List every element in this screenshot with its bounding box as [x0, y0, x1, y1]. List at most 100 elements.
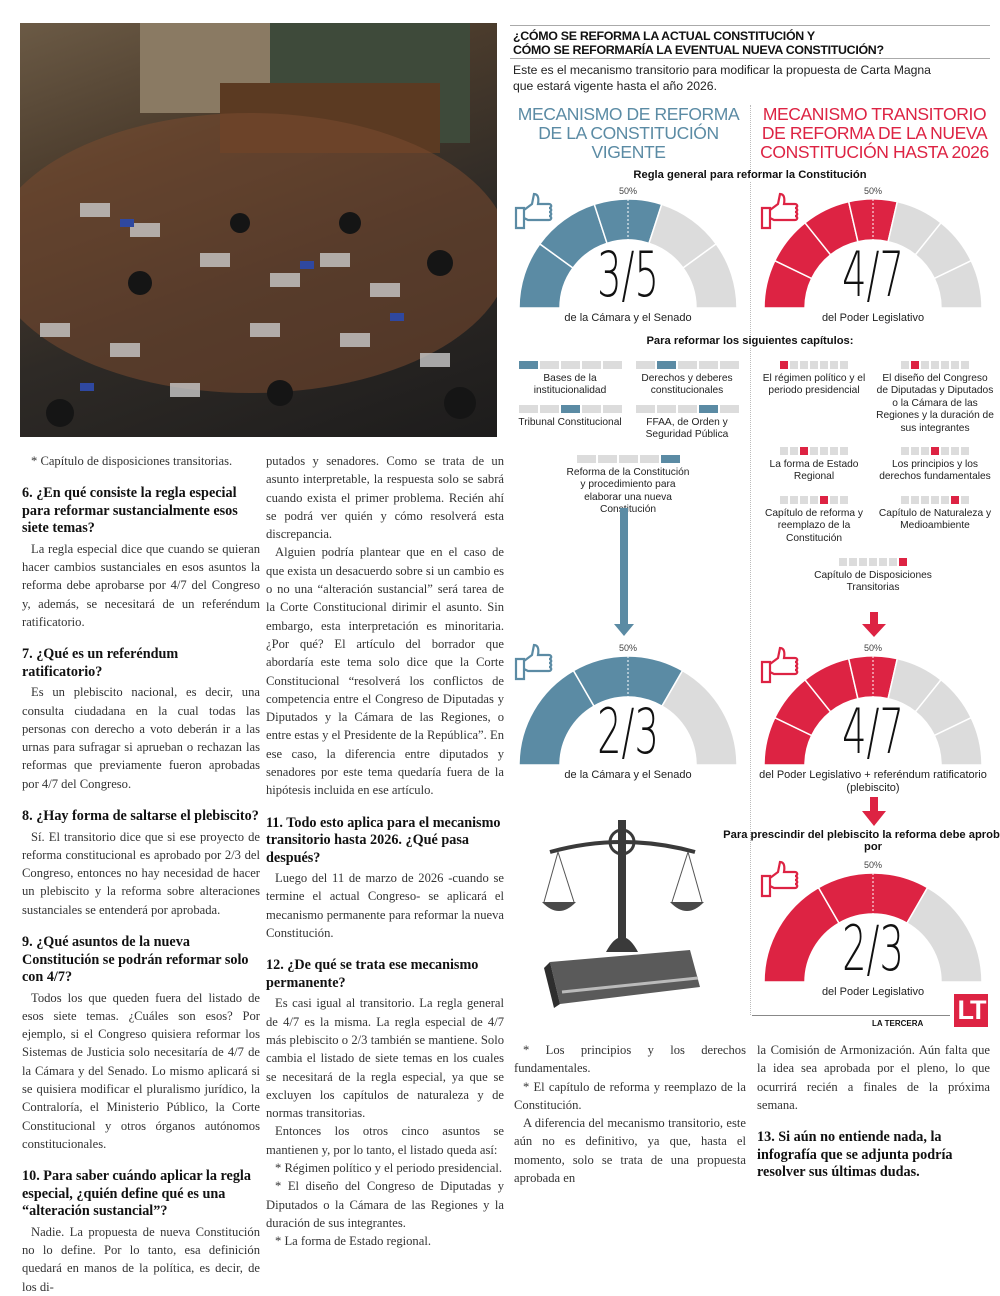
square — [656, 405, 676, 413]
gauge-caption: de la Cámara y el Senado — [564, 312, 692, 324]
paragraph: * Los principios y los derechos fundamen… — [514, 1043, 746, 1076]
gauge-percent-label: 50% — [863, 860, 882, 870]
gauge-fraction: 4/7 — [842, 695, 904, 768]
square — [901, 447, 909, 455]
square — [931, 496, 939, 504]
paragraph: Es un plebiscito nacional, es decir, una… — [22, 685, 260, 791]
square — [719, 361, 739, 369]
chapter-item: Derechos y deberes constitucionales — [632, 361, 742, 398]
chapter-item: Los principios y los derechos fundamenta… — [876, 447, 994, 484]
red-down-arrow-icon — [862, 612, 886, 637]
chapter-position-squares — [755, 447, 873, 455]
chapter-label: El régimen político y el periodo preside… — [762, 373, 866, 397]
square-active — [518, 361, 538, 369]
gauge-percent-label: 50% — [863, 186, 882, 196]
gauge-new-no-plebiscite: 50% 2/3 del Poder Legislativo — [753, 860, 993, 1020]
blue-down-arrow-icon — [614, 508, 634, 636]
chapter-position-squares — [755, 361, 873, 369]
gauge-fraction: 3/5 — [597, 238, 659, 311]
gauge-segment-empty — [933, 259, 983, 309]
chapter-label: Derechos y deberes constitucionales — [641, 373, 733, 397]
square-active — [931, 447, 939, 455]
square — [560, 361, 580, 369]
left-column-heading: MECANISMO DE REFORMA DE LA CONSTITUCIÓN … — [517, 104, 740, 162]
square — [911, 447, 919, 455]
chapter-item: El diseño del Congreso de Diputadas y Di… — [876, 361, 994, 435]
article-column-1: * Capítulo de disposiciones transitorias… — [22, 452, 260, 1296]
square-active — [656, 361, 676, 369]
square-active — [800, 447, 808, 455]
gauge-caption: del Poder Legislativo — [821, 312, 925, 324]
paragraph: Alguien podría plantear que en el caso d… — [266, 545, 504, 798]
chapter-position-squares — [755, 496, 873, 504]
chapter-item: Tribunal Constitucional — [515, 405, 625, 429]
square — [581, 405, 601, 413]
prescindir-label: Para prescindir del plebiscito la reform… — [723, 829, 1000, 853]
red-down-arrow-icon — [862, 797, 886, 826]
paragraph: Luego del 11 de marzo de 2026 -cuando se… — [266, 871, 504, 941]
square — [810, 447, 818, 455]
thumbs-up-icon — [760, 860, 799, 898]
paragraph: Entonces los otros cinco asuntos se mant… — [266, 1124, 504, 1157]
square — [810, 361, 818, 369]
thumbs-up-icon — [760, 646, 799, 684]
title-rule — [510, 58, 990, 59]
article-column-4: la Comisión de Armonización. Aún falta q… — [757, 1041, 990, 1184]
square — [840, 447, 848, 455]
square — [576, 455, 596, 463]
chapter-item: Capítulo de Disposiciones Transitorias — [814, 558, 932, 595]
square — [790, 361, 798, 369]
square — [941, 447, 949, 455]
gauge-segment-empty — [660, 669, 738, 766]
chapter-position-squares — [515, 361, 625, 369]
question-heading: 11. Todo esto aplica para el mecanismo t… — [266, 814, 501, 866]
chapter-label: Los principios y los derechos fundamenta… — [879, 459, 991, 483]
congress-chamber-photo — [20, 23, 497, 437]
gauge-current-general: 50% 3/5 de la Cámara y el Senado — [508, 186, 748, 346]
square — [820, 447, 828, 455]
chapter-position-squares — [876, 447, 994, 455]
infographic-subtitle: Este es el mecanismo transitorio para mo… — [513, 62, 931, 94]
gauge-arc — [518, 655, 738, 766]
square — [820, 361, 828, 369]
column-divider — [750, 105, 751, 1015]
square — [941, 496, 949, 504]
paragraph: Todos los que queden fuera del listado d… — [22, 990, 260, 1151]
gauge-caption: del Poder Legislativo — [821, 986, 925, 998]
square — [800, 496, 808, 504]
square — [800, 361, 808, 369]
chapter-label: Capítulo de Naturaleza y Medioambiente — [878, 508, 992, 532]
square-active — [560, 405, 580, 413]
chapter-position-squares — [632, 361, 742, 369]
square — [961, 496, 969, 504]
top-rule — [510, 25, 990, 26]
square — [961, 361, 969, 369]
gauge-new-general: 50% 4/7 del Poder Legislativo — [753, 186, 993, 346]
square — [790, 447, 798, 455]
question-heading: 9. ¿Qué asuntos de la nueva Constitución… — [22, 934, 249, 986]
gauge-current-special: 50% 2/3 de la Cámara y el Senado — [508, 643, 748, 803]
square — [859, 558, 867, 566]
chapter-label: La forma de Estado Regional — [769, 459, 859, 483]
square — [951, 361, 959, 369]
chapter-position-squares — [814, 558, 932, 566]
square — [790, 496, 798, 504]
square — [911, 496, 919, 504]
thumbs-up-icon — [760, 192, 799, 230]
article-column-3: * Los principios y los derechos fundamen… — [514, 1041, 746, 1187]
right-column-heading: MECANISMO TRANSITORIO DE REFORMA DE LA N… — [760, 104, 989, 162]
gauge-segment-empty — [905, 886, 983, 983]
square — [677, 361, 697, 369]
subtitle-line-1: Este es el mecanismo transitorio para mo… — [513, 63, 931, 77]
chapter-item: La forma de Estado Regional — [755, 447, 873, 484]
chapter-label: Bases de la institucionalidad — [533, 373, 607, 397]
question-heading: 7. ¿Qué es un referéndum ratificatorio? — [22, 646, 179, 680]
paragraph: * El capítulo de reforma y reemplazo de … — [514, 1079, 746, 1112]
question-heading: 8. ¿Hay forma de saltarse el plebiscito? — [22, 808, 259, 825]
chapter-label: El diseño del Congreso de Diputadas y Di… — [876, 373, 994, 434]
square — [581, 361, 601, 369]
paragraph: * El diseño del Congreso de Diputadas y … — [266, 1179, 504, 1230]
square — [597, 455, 617, 463]
square-active — [899, 558, 907, 566]
paragraph: * Régimen político y el periodo presiden… — [275, 1161, 502, 1175]
